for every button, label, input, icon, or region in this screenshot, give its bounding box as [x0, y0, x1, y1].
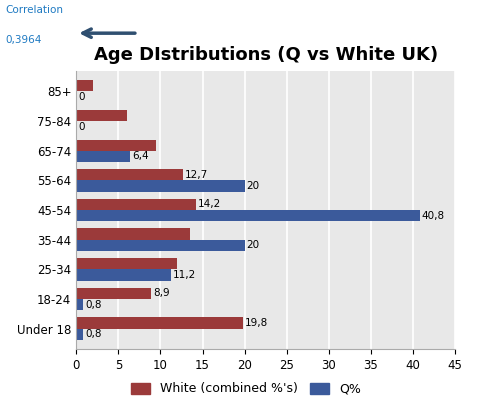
Bar [76, 329, 83, 340]
Text: 14,2: 14,2 [198, 199, 221, 209]
Bar [76, 288, 151, 299]
Bar [76, 270, 171, 281]
Bar [76, 139, 156, 151]
Text: 0,8: 0,8 [85, 329, 102, 339]
Text: 12,7: 12,7 [185, 170, 209, 180]
Bar [76, 151, 130, 162]
Bar [76, 169, 183, 181]
Title: Age DIstributions (Q vs White UK): Age DIstributions (Q vs White UK) [93, 46, 438, 64]
Text: 0,3964: 0,3964 [5, 35, 41, 45]
Bar [76, 181, 245, 192]
Text: 0,8: 0,8 [85, 300, 102, 310]
Bar [76, 299, 83, 310]
Bar [76, 199, 196, 210]
Bar [76, 210, 420, 221]
Bar [76, 228, 190, 240]
Bar [76, 110, 127, 121]
Text: 11,2: 11,2 [173, 270, 196, 280]
Text: 0: 0 [78, 92, 85, 102]
Text: Correlation: Correlation [5, 5, 63, 15]
Text: 0: 0 [78, 122, 85, 132]
Text: 6,4: 6,4 [132, 151, 149, 161]
Text: 40,8: 40,8 [422, 211, 445, 221]
Bar [76, 240, 245, 251]
Text: 20: 20 [247, 240, 260, 250]
Text: 20: 20 [247, 181, 260, 191]
Text: 19,8: 19,8 [245, 318, 268, 328]
Text: 8,9: 8,9 [154, 288, 170, 298]
Bar [76, 258, 177, 270]
Bar [76, 317, 243, 329]
Legend: White (combined %'s), Q%: White (combined %'s), Q% [126, 377, 366, 401]
Bar [76, 80, 93, 92]
